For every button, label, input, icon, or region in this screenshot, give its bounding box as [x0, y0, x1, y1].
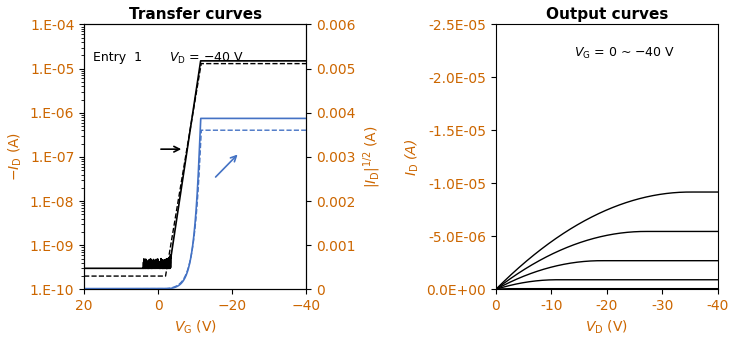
Text: $V_\mathrm{D}$ = −40 V: $V_\mathrm{D}$ = −40 V: [169, 51, 244, 66]
X-axis label: $V_\mathrm{D}$ (V): $V_\mathrm{D}$ (V): [585, 319, 629, 336]
Y-axis label: $-I_\mathrm{D}$ (A): $-I_\mathrm{D}$ (A): [7, 132, 24, 181]
Title: Output curves: Output curves: [545, 7, 668, 22]
Title: Transfer curves: Transfer curves: [129, 7, 262, 22]
Y-axis label: $I_\mathrm{D}$ (A): $I_\mathrm{D}$ (A): [403, 138, 421, 176]
Text: $V_\mathrm{G}$ = 0 ~ −40 V: $V_\mathrm{G}$ = 0 ~ −40 V: [573, 46, 675, 61]
Y-axis label: $|I_\mathrm{D}|^{1/2}$ (A): $|I_\mathrm{D}|^{1/2}$ (A): [361, 126, 383, 188]
X-axis label: $V_\mathrm{G}$ (V): $V_\mathrm{G}$ (V): [174, 319, 216, 336]
Text: Entry  1: Entry 1: [93, 51, 142, 64]
